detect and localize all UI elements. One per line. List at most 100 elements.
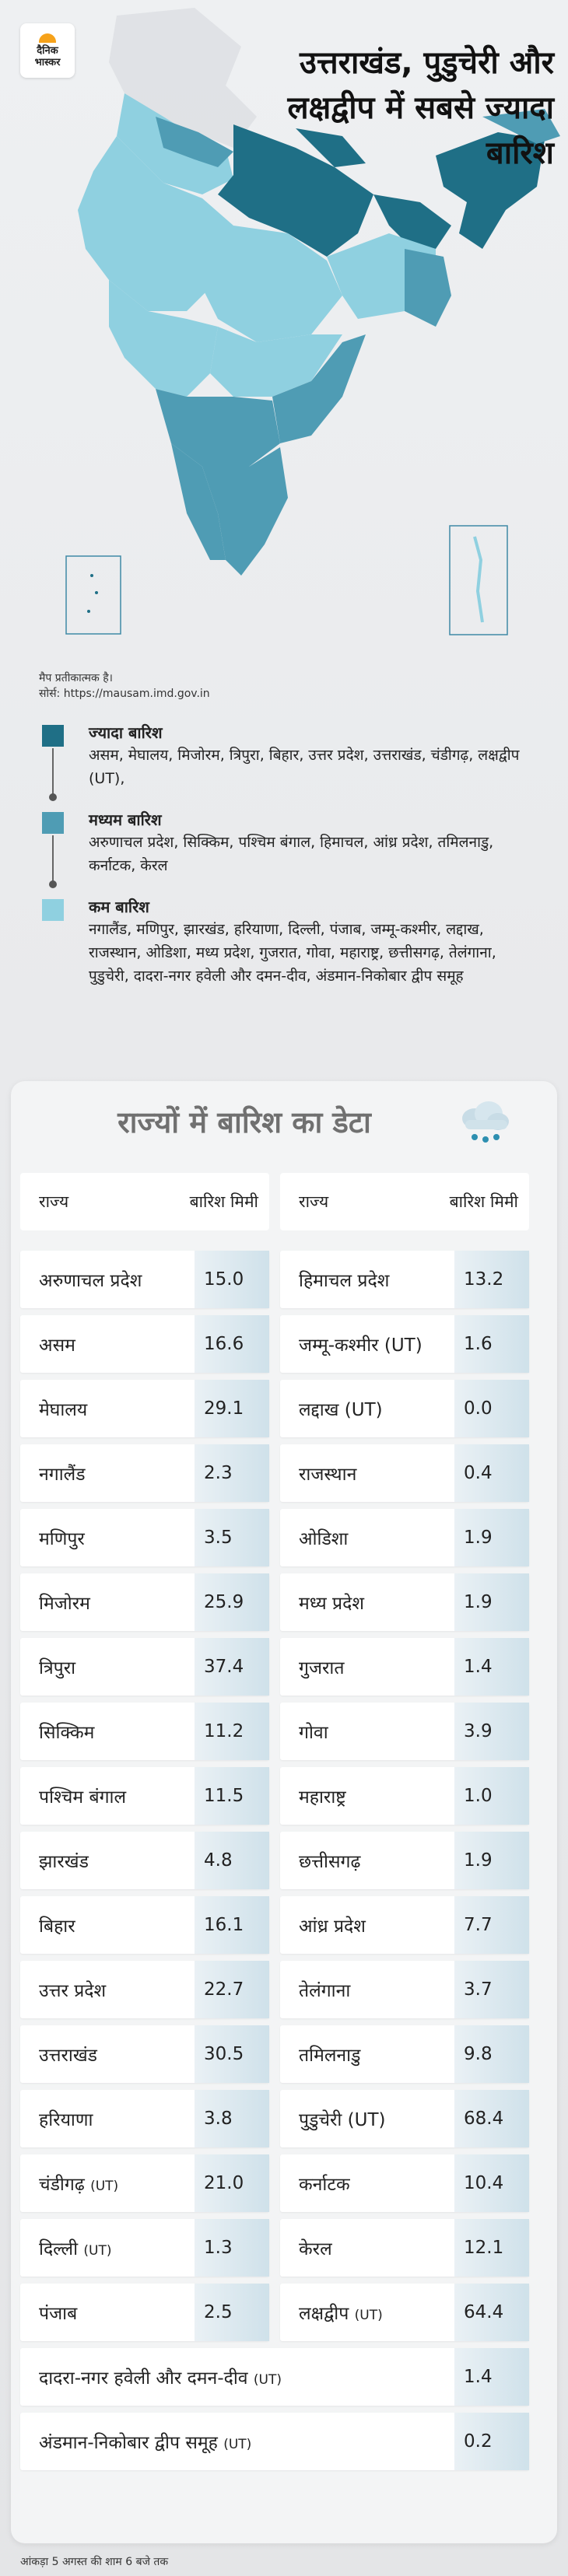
state-name-text: मेघालय	[39, 1400, 88, 1420]
legend-swatch-medium	[42, 812, 64, 834]
state-name: हिमाचल प्रदेश	[280, 1267, 454, 1292]
table-row: छत्तीसगढ़ 1.9	[280, 1832, 529, 1889]
table-row: राजस्थान 0.4	[280, 1444, 529, 1502]
state-name-text: त्रिपुरा	[39, 1658, 76, 1678]
table-column-header: राज्य बारिश मिमी	[20, 1173, 269, 1230]
legend-text-high: असम, मेघालय, मिजोरम, त्रिपुरा, बिहार, उत…	[89, 747, 520, 787]
rainfall-value: 25.9	[195, 1573, 269, 1631]
header-rainfall-mm: बारिश मिमी	[189, 1192, 258, 1211]
state-name: राजस्थान	[280, 1461, 454, 1486]
rainfall-value: 37.4	[195, 1638, 269, 1696]
state-name: लक्षद्वीप (UT)	[280, 2300, 454, 2325]
state-name-text: कर्नाटक	[299, 2175, 350, 2195]
table-row: चंडीगढ़ (UT) 21.0	[20, 2154, 269, 2212]
table-row: झारखंड 4.8	[20, 1832, 269, 1889]
state-name: त्रिपुरा	[20, 1654, 195, 1679]
state-ut-suffix: (UT)	[354, 2308, 383, 2323]
state-name-text: दिल्ली	[39, 2239, 79, 2259]
table-row: अंडमान-निकोबार द्वीप समूह (UT) 0.2	[20, 2413, 529, 2470]
rainfall-value: 10.4	[454, 2154, 529, 2212]
table-row: तेलंगाना 3.7	[280, 1961, 529, 2018]
state-name: छत्तीसगढ़	[280, 1848, 454, 1873]
rainfall-value: 1.3	[195, 2219, 269, 2277]
rainfall-value: 3.5	[195, 1509, 269, 1566]
state-name: पंजाब	[20, 2300, 195, 2325]
map-region-medium-kerala	[171, 443, 226, 560]
rainfall-value: 1.9	[454, 1573, 529, 1631]
state-name-text: नगालैंड	[39, 1465, 86, 1485]
state-name-text: उत्तराखंड	[39, 2046, 97, 2066]
table-row: नगालैंड 2.3	[20, 1444, 269, 1502]
state-name: नगालैंड	[20, 1461, 195, 1486]
state-name: तेलंगाना	[280, 1977, 454, 2002]
state-name-text: जम्मू-कश्मीर (UT)	[299, 1335, 422, 1356]
rainfall-value: 1.6	[454, 1315, 529, 1373]
map-note: मैप प्रतीकात्मक है। सोर्स: https://mausa…	[39, 670, 210, 702]
state-name-text: झारखंड	[39, 1852, 89, 1872]
state-name-text: तमिलनाडु	[299, 2046, 361, 2066]
state-name: आंध्र प्रदेश	[280, 1913, 454, 1937]
legend-swatch-high	[42, 725, 64, 747]
andaman-inset	[449, 525, 508, 635]
state-ut-suffix: (UT)	[253, 2372, 282, 2388]
state-name-text: पुडुचेरी (UT)	[299, 2110, 386, 2130]
state-name: पश्चिम बंगाल	[20, 1783, 195, 1808]
header-rainfall-mm: बारिश मिमी	[449, 1192, 518, 1211]
rainfall-value: 7.7	[454, 1896, 529, 1954]
state-name-text: अंडमान-निकोबार द्वीप समूह	[39, 2433, 218, 2453]
state-name-text: दादरा-नगर हवेली और दमन-दीव	[39, 2368, 248, 2389]
map-note-disclaimer: मैप प्रतीकात्मक है।	[39, 672, 113, 684]
rainfall-value: 3.9	[454, 1703, 529, 1760]
table-row: मिजोरम 25.9	[20, 1573, 269, 1631]
table-row: मेघालय 29.1	[20, 1380, 269, 1437]
table-row: हिमाचल प्रदेश 13.2	[280, 1251, 529, 1308]
table-column-header: राज्य बारिश मिमी	[280, 1173, 529, 1230]
state-name: अंडमान-निकोबार द्वीप समूह (UT)	[20, 2429, 454, 2454]
legend-item-low: कम बारिश नगालैंड, मणिपुर, झारखंड, हरियाण…	[39, 896, 537, 988]
map-region-high-up	[218, 124, 373, 257]
state-name: लद्दाख (UT)	[280, 1396, 454, 1421]
header-state: राज्य	[299, 1192, 329, 1211]
table-row: असम 16.6	[20, 1315, 269, 1373]
legend-text-low: नगालैंड, मणिपुर, झारखंड, हरियाणा, दिल्ली…	[89, 921, 496, 985]
map-region-medium-ka	[156, 389, 280, 467]
table-row: सिक्किम 11.2	[20, 1703, 269, 1760]
state-name: हरियाणा	[20, 2106, 195, 2131]
state-name: उत्तराखंड	[20, 2042, 195, 2067]
table-row: पंजाब 2.5	[20, 2284, 269, 2341]
state-name-text: असम	[39, 1335, 75, 1356]
state-name: झारखंड	[20, 1848, 195, 1873]
table-row: दिल्ली (UT) 1.3	[20, 2219, 269, 2277]
map-region-medium-ap	[272, 334, 366, 443]
state-name-text: सिक्किम	[39, 1723, 95, 1743]
map-region-high-uk	[296, 128, 366, 167]
rainfall-value: 3.7	[454, 1961, 529, 2018]
state-name: महाराष्ट्र	[280, 1783, 454, 1808]
state-name-text: लद्दाख (UT)	[299, 1400, 383, 1420]
rainfall-value: 1.4	[454, 2348, 529, 2406]
table-row: उत्तराखंड 30.5	[20, 2025, 269, 2083]
map-region-medium-wb	[405, 249, 451, 327]
sun-logo-icon	[39, 33, 56, 43]
header-state: राज्य	[39, 1192, 69, 1211]
rainfall-value: 22.7	[195, 1961, 269, 2018]
rainfall-legend: ज्यादा बारिश असम, मेघालय, मिजोरम, त्रिपु…	[39, 722, 537, 1006]
table-title: राज्यों में बारिश का डेटा	[117, 1105, 371, 1139]
rainfall-value: 68.4	[454, 2090, 529, 2147]
rainfall-value: 3.8	[195, 2090, 269, 2147]
state-name: मिजोरम	[20, 1590, 195, 1615]
rainfall-value: 1.4	[454, 1638, 529, 1696]
state-name-text: महाराष्ट्र	[299, 1787, 346, 1808]
legend-swatch-low	[42, 899, 64, 921]
state-name: कर्नाटक	[280, 2171, 454, 2196]
map-north-region	[109, 8, 257, 148]
state-name: मेघालय	[20, 1396, 195, 1421]
state-name: गोवा	[280, 1719, 454, 1744]
map-region-high-ne	[436, 132, 545, 249]
rainfall-value: 11.5	[195, 1767, 269, 1825]
state-name: ओडिशा	[280, 1525, 454, 1550]
state-name-text: गोवा	[299, 1723, 328, 1743]
legend-item-medium: मध्यम बारिश अरुणाचल प्रदेश, सिक्किम, पश्…	[39, 809, 537, 888]
rainfall-value: 2.3	[195, 1444, 269, 1502]
state-name-text: पश्चिम बंगाल	[39, 1787, 127, 1808]
